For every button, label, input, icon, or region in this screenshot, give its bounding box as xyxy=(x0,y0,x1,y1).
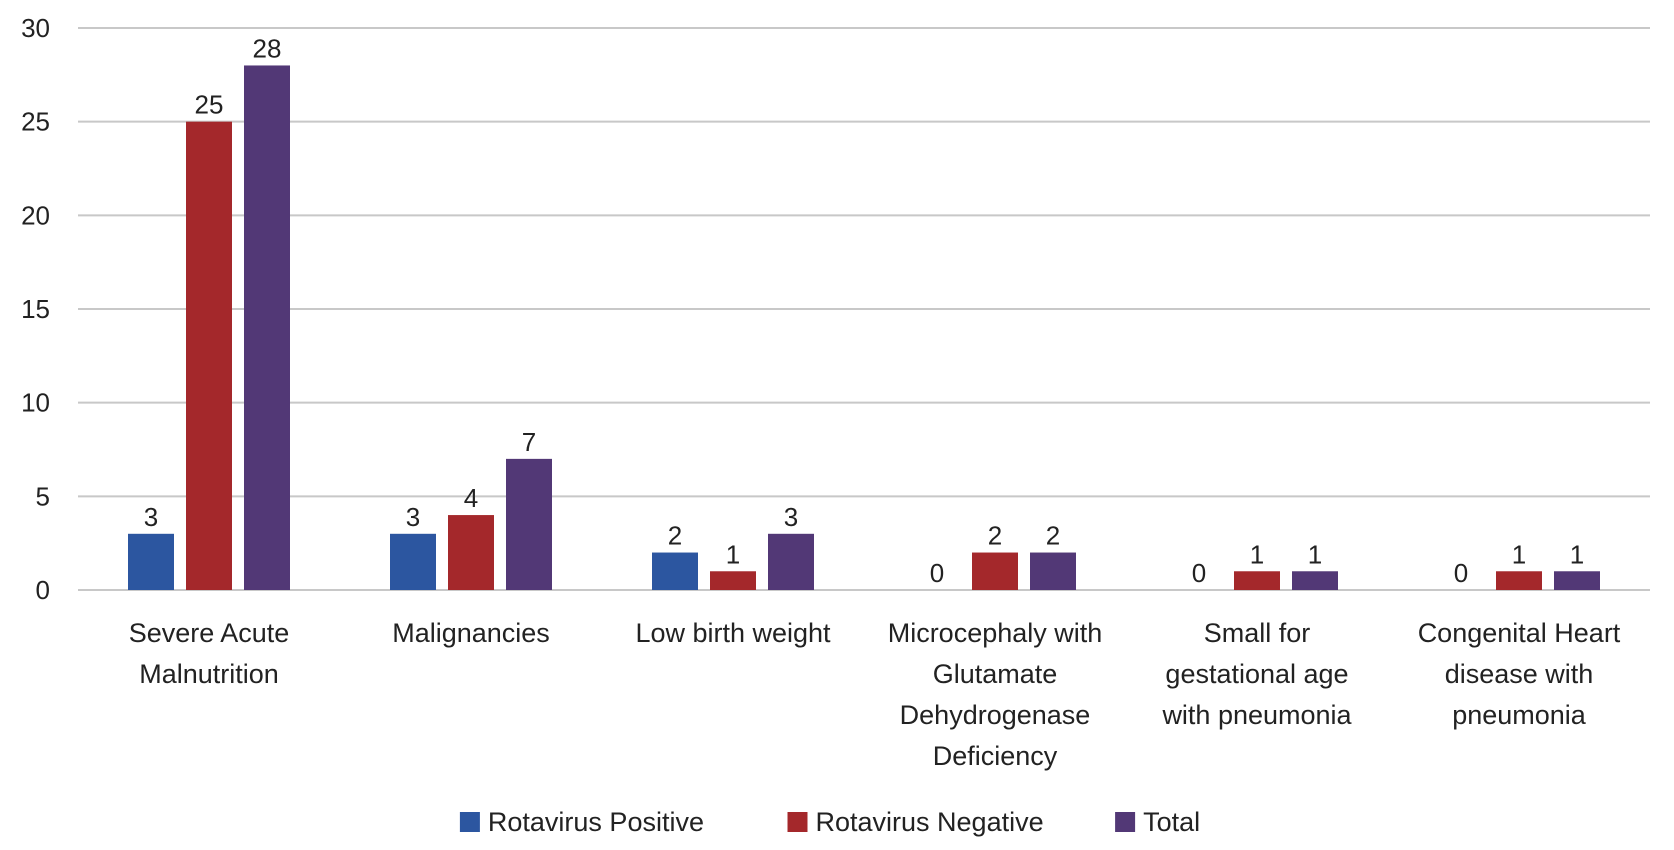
y-axis: 0 5 10 15 20 25 30 xyxy=(21,13,50,605)
bar xyxy=(390,533,436,590)
category-label: Severe Acute Malnutrition xyxy=(129,618,290,689)
bar xyxy=(1292,571,1338,590)
data-label: 1 xyxy=(1250,539,1264,569)
category-label: Congenital Heart disease with pneumonia xyxy=(1418,618,1621,730)
data-label: 0 xyxy=(1192,558,1206,588)
data-label: 25 xyxy=(195,90,224,120)
bar xyxy=(768,533,814,590)
data-labels: 3 25 28 3 4 7 2 1 3 0 2 2 0 1 1 0 1 1 xyxy=(144,33,1584,588)
category-label-line: Severe Acute xyxy=(129,618,290,648)
category-label-line: Small for xyxy=(1204,618,1311,648)
category-label-line: Malnutrition xyxy=(139,659,279,689)
y-tick-label: 5 xyxy=(36,481,50,511)
legend-label: Rotavirus Positive xyxy=(488,807,704,837)
bar xyxy=(448,515,494,590)
bar xyxy=(1554,571,1600,590)
gridlines xyxy=(78,27,1650,591)
category-label-line: Malignancies xyxy=(392,618,550,648)
category-label-line: Microcephaly with xyxy=(888,618,1103,648)
category-label-line: pneumonia xyxy=(1452,700,1587,730)
bars xyxy=(128,65,1600,591)
bar xyxy=(652,552,698,590)
data-label: 4 xyxy=(464,483,478,513)
legend-swatch xyxy=(787,812,808,832)
data-label: 1 xyxy=(1570,539,1584,569)
y-tick-label: 30 xyxy=(21,13,50,43)
bar xyxy=(128,533,174,590)
data-label: 1 xyxy=(726,539,740,569)
bar xyxy=(244,65,290,590)
y-tick-label: 20 xyxy=(21,200,50,230)
legend-label: Total xyxy=(1143,807,1200,837)
category-label-line: with pneumonia xyxy=(1161,700,1352,730)
y-tick-label: 0 xyxy=(36,575,50,605)
data-label: 3 xyxy=(784,502,798,532)
category-label-line: Deficiency xyxy=(933,741,1058,771)
legend-label: Rotavirus Negative xyxy=(816,807,1044,837)
category-label: Low birth weight xyxy=(635,618,831,648)
bar xyxy=(506,458,552,590)
data-label: 28 xyxy=(253,33,282,63)
bar xyxy=(1030,552,1076,590)
category-label-line: Dehydrogenase xyxy=(900,700,1091,730)
bar xyxy=(1496,571,1542,590)
legend-swatch xyxy=(1115,812,1136,832)
data-label: 7 xyxy=(522,427,536,457)
bar xyxy=(972,552,1018,590)
data-label: 0 xyxy=(1454,558,1468,588)
data-label: 3 xyxy=(144,502,158,532)
y-tick-label: 25 xyxy=(21,107,50,137)
category-label-line: gestational age xyxy=(1165,659,1348,689)
data-label: 1 xyxy=(1308,539,1322,569)
data-label: 2 xyxy=(668,521,682,551)
data-label: 2 xyxy=(1046,521,1060,551)
y-tick-label: 10 xyxy=(21,388,50,418)
category-label: Small for gestational age with pneumonia xyxy=(1161,618,1352,730)
category-label-line: Congenital Heart xyxy=(1418,618,1621,648)
bar xyxy=(710,571,756,590)
bar xyxy=(1234,571,1280,590)
y-tick-label: 15 xyxy=(21,294,50,324)
category-label-line: Low birth weight xyxy=(635,618,831,648)
category-label: Malignancies xyxy=(392,618,550,648)
category-label-line: disease with xyxy=(1445,659,1594,689)
legend: Rotavirus Positive Rotavirus Negative Tota… xyxy=(459,807,1200,837)
x-axis: Severe Acute Malnutrition Malignancies Low … xyxy=(129,618,1621,771)
data-label: 0 xyxy=(930,558,944,588)
data-label: 1 xyxy=(1512,539,1526,569)
bar xyxy=(186,121,232,591)
category-label-line: Glutamate xyxy=(933,659,1058,689)
legend-swatch xyxy=(459,812,480,832)
data-label: 2 xyxy=(988,521,1002,551)
category-label: Microcephaly with Glutamate Dehydrogenase D… xyxy=(888,618,1103,771)
data-label: 3 xyxy=(406,502,420,532)
